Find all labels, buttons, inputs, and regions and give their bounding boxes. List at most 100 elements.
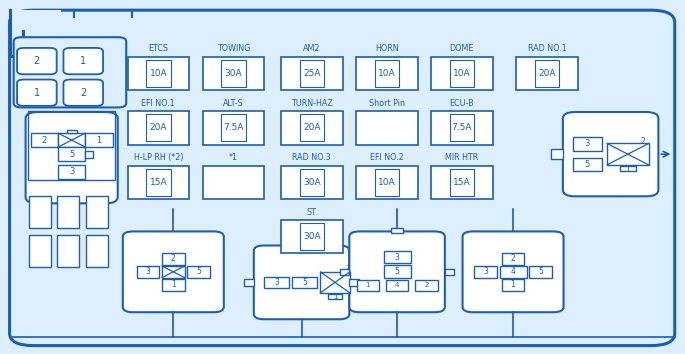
Bar: [66, 130, 77, 133]
Bar: [187, 266, 210, 278]
Bar: [58, 235, 79, 267]
Bar: [127, 57, 189, 90]
Bar: [146, 60, 171, 87]
Text: RAD NO.1: RAD NO.1: [528, 45, 566, 53]
Text: 2: 2: [345, 266, 350, 272]
Bar: [573, 137, 601, 151]
Text: 3: 3: [395, 253, 399, 262]
Bar: [415, 280, 438, 291]
Text: ST: ST: [307, 208, 316, 217]
FancyBboxPatch shape: [25, 112, 118, 203]
Text: 5: 5: [585, 160, 590, 169]
Text: EFI NO.2: EFI NO.2: [370, 153, 403, 162]
Bar: [31, 133, 58, 147]
Bar: [58, 147, 86, 161]
Bar: [162, 279, 184, 291]
Bar: [431, 111, 493, 144]
Bar: [299, 169, 324, 196]
Bar: [357, 280, 379, 291]
Text: 10A: 10A: [378, 69, 396, 78]
Text: H-LP RH (*2): H-LP RH (*2): [134, 153, 183, 162]
FancyBboxPatch shape: [462, 232, 564, 312]
Bar: [203, 166, 264, 199]
Bar: [127, 111, 189, 144]
Bar: [384, 266, 410, 278]
Bar: [356, 57, 418, 90]
Bar: [281, 166, 342, 199]
Text: 15A: 15A: [453, 178, 471, 187]
Text: 5: 5: [196, 267, 201, 276]
Bar: [281, 57, 342, 90]
Text: 1: 1: [171, 280, 175, 289]
Bar: [356, 111, 418, 144]
Text: 1: 1: [34, 88, 40, 98]
Text: 20A: 20A: [538, 69, 556, 78]
Bar: [474, 266, 497, 278]
Bar: [146, 114, 171, 141]
Text: 3: 3: [274, 278, 279, 287]
Bar: [281, 220, 342, 253]
Bar: [340, 269, 349, 275]
Text: RAD NO.3: RAD NO.3: [292, 153, 331, 162]
Text: DOME: DOME: [449, 45, 474, 53]
Bar: [162, 266, 184, 278]
FancyBboxPatch shape: [563, 112, 658, 196]
Bar: [28, 111, 115, 180]
Text: 5: 5: [69, 150, 74, 159]
Text: 3: 3: [146, 267, 151, 276]
Text: 2: 2: [42, 136, 47, 145]
Bar: [445, 269, 454, 275]
Text: 25A: 25A: [303, 69, 321, 78]
Text: 10A: 10A: [378, 178, 396, 187]
Bar: [292, 276, 317, 288]
FancyBboxPatch shape: [349, 232, 445, 312]
Bar: [384, 251, 410, 263]
Bar: [328, 293, 342, 299]
Bar: [349, 279, 359, 286]
Text: 10A: 10A: [149, 69, 167, 78]
Text: 5: 5: [395, 267, 399, 276]
Bar: [607, 143, 649, 165]
Bar: [375, 169, 399, 196]
Bar: [203, 57, 264, 90]
Bar: [86, 133, 112, 147]
Text: 2: 2: [511, 254, 515, 263]
Text: TURN-HAZ: TURN-HAZ: [291, 99, 333, 108]
Text: 30A: 30A: [303, 178, 321, 187]
FancyBboxPatch shape: [17, 48, 57, 74]
Bar: [29, 235, 51, 267]
Bar: [321, 272, 349, 293]
Text: 1: 1: [625, 165, 630, 174]
Text: 3: 3: [69, 167, 75, 176]
Bar: [86, 196, 108, 228]
Text: 1: 1: [511, 280, 515, 289]
Text: 7.5A: 7.5A: [223, 123, 244, 132]
Text: 2: 2: [80, 88, 86, 98]
Text: *1: *1: [229, 153, 238, 162]
Polygon shape: [10, 10, 61, 56]
Text: TOWING: TOWING: [216, 45, 250, 53]
Bar: [264, 276, 289, 288]
Text: 1: 1: [97, 136, 101, 145]
Text: 1: 1: [366, 282, 370, 289]
Text: 20A: 20A: [149, 123, 167, 132]
Bar: [137, 266, 160, 278]
Text: 2: 2: [640, 137, 645, 146]
Bar: [499, 266, 527, 278]
Bar: [502, 279, 524, 291]
Bar: [619, 166, 636, 171]
Text: 2: 2: [424, 282, 429, 289]
FancyBboxPatch shape: [17, 80, 57, 106]
Text: 10A: 10A: [453, 69, 471, 78]
Bar: [221, 114, 246, 141]
Text: ETCS: ETCS: [148, 45, 169, 53]
Text: ALT-S: ALT-S: [223, 99, 244, 108]
Bar: [530, 266, 552, 278]
Bar: [502, 253, 524, 265]
Text: 2: 2: [171, 254, 175, 263]
Text: 4: 4: [510, 267, 516, 276]
Bar: [449, 114, 474, 141]
Bar: [391, 228, 403, 233]
FancyBboxPatch shape: [254, 245, 349, 319]
Bar: [449, 60, 474, 87]
